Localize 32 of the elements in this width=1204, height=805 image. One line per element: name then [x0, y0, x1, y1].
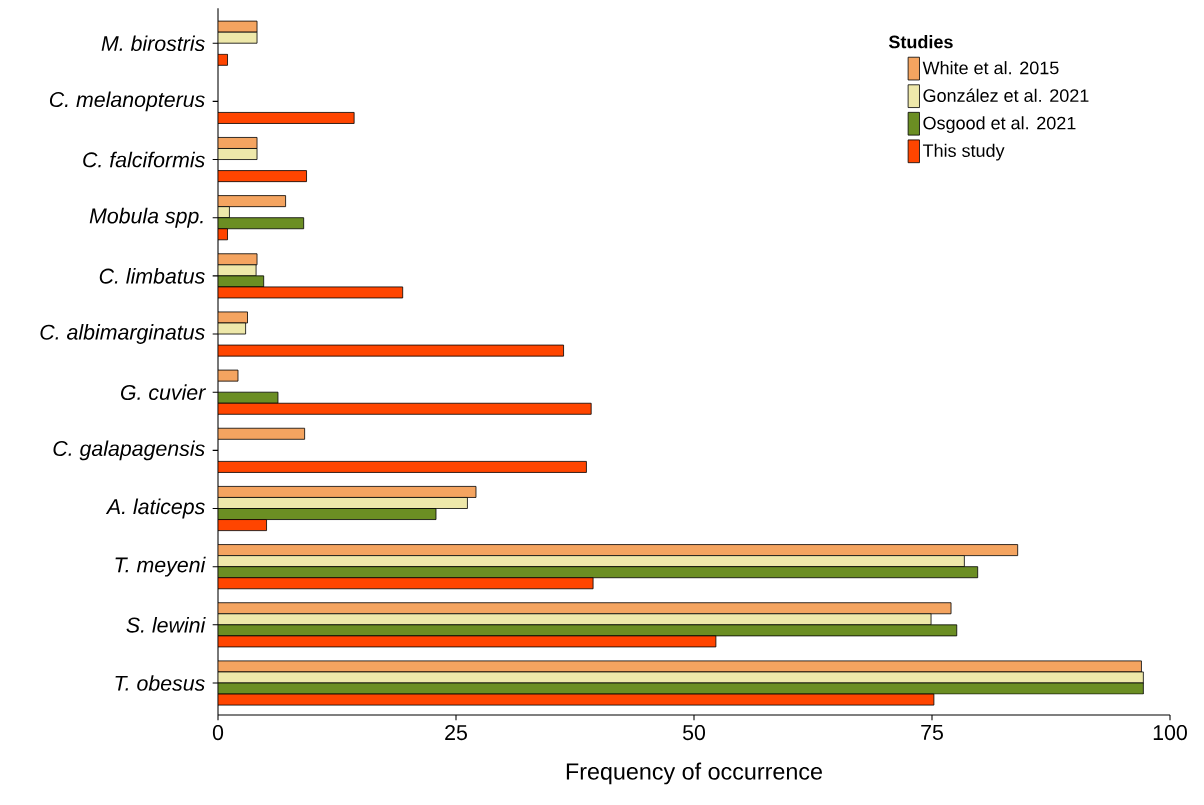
bar [218, 602, 952, 615]
y-tick-label: C. melanopterus [49, 91, 205, 112]
y-tick-label: G. cuvier [120, 384, 206, 401]
bar [218, 402, 592, 415]
y-tick-label: C. falciformis [83, 151, 205, 168]
y-tick-label: M. birostris [101, 35, 205, 52]
bar [218, 497, 468, 509]
legend-label: González et al. 2021 [923, 88, 1089, 102]
y-tick-label: C. galapagensis [53, 440, 205, 461]
x-tick-label: 50 [682, 725, 706, 741]
y-tick-label: Mobula spp. [89, 207, 203, 228]
bar [218, 577, 594, 590]
y-tick-label: A. laticeps [105, 498, 205, 519]
y-tick-label: C. limbatus [99, 268, 205, 284]
legend-title: Studies [888, 35, 953, 49]
legend-label: White et al. 2015 [922, 61, 1059, 75]
bar [218, 613, 932, 626]
x-axis-title: Frequency of occurrence [566, 762, 822, 785]
x-tick-label: 75 [921, 725, 943, 740]
y-tick-label: T. meyeni [115, 556, 206, 577]
y-tick-label: C. albimarginatus [40, 324, 205, 344]
bar [218, 461, 587, 473]
y-tick-label: T. obesus [115, 675, 205, 691]
bar [218, 555, 965, 568]
x-tick-label: 0 [212, 725, 224, 741]
legend-label: This study [922, 143, 1005, 161]
bar [218, 544, 1019, 557]
x-tick-label: 100 [1153, 725, 1187, 741]
bar [218, 486, 477, 498]
legend-label: Osgood et al. 2021 [923, 116, 1076, 133]
x-tick-label: 25 [445, 725, 467, 741]
y-tick-label: S. lewini [126, 617, 206, 633]
